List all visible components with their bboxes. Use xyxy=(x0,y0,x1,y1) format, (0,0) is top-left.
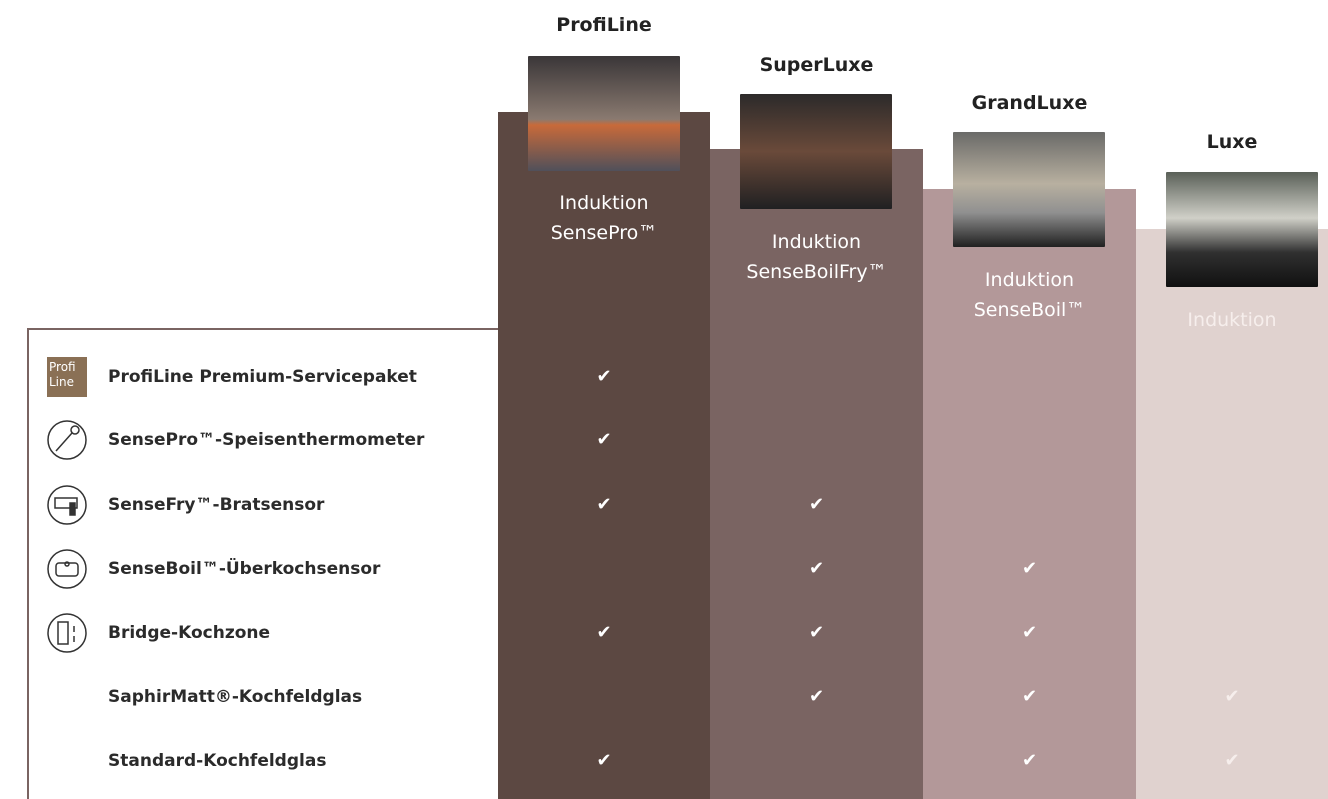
column-subtitle: Induktion xyxy=(559,192,649,214)
badge-text: Line xyxy=(49,375,75,389)
feature-box-top xyxy=(27,328,498,330)
check: ✔ xyxy=(1224,750,1240,771)
feature-label: SenseFry™-Bratsensor xyxy=(108,495,325,515)
check: ✔ xyxy=(1021,686,1038,707)
column-subtitle: SenseBoilFry™ xyxy=(746,261,887,283)
column xyxy=(710,149,923,799)
check: ✔ xyxy=(1021,558,1038,579)
column-subtitle: Induktion xyxy=(1187,309,1277,331)
check: ✔ xyxy=(1224,686,1240,707)
column-subtitle: SensePro™ xyxy=(550,222,658,244)
column-name: SuperLuxe xyxy=(759,54,874,76)
column-name: GrandLuxe xyxy=(971,92,1088,114)
product-image xyxy=(740,94,892,209)
column-name: Luxe xyxy=(1206,131,1258,153)
feature-label: SenseBoil™-Überkochsensor xyxy=(108,559,381,579)
column xyxy=(923,189,1136,799)
column-name: ProfiLine xyxy=(556,14,652,36)
feature-label: ProfiLine Premium-Servicepaket xyxy=(108,367,417,387)
check: ✔ xyxy=(808,494,825,515)
column-subtitle: SenseBoil™ xyxy=(973,299,1086,321)
check: ✔ xyxy=(596,622,612,643)
check: ✔ xyxy=(808,686,825,707)
badge xyxy=(47,357,87,397)
product-image xyxy=(528,56,680,171)
check: ✔ xyxy=(1021,622,1038,643)
badge-text: Profi xyxy=(49,360,76,374)
column-subtitle: Induktion xyxy=(984,269,1075,291)
feature-label: SaphirMatt®-Kochfeldglas xyxy=(108,687,363,707)
product-image xyxy=(953,132,1105,247)
check: ✔ xyxy=(1021,750,1038,771)
product-image xyxy=(1166,172,1318,287)
check: ✔ xyxy=(596,494,612,515)
column xyxy=(498,112,710,799)
icons xyxy=(47,420,87,653)
feature-label: Standard-Kochfeldglas xyxy=(108,751,327,771)
feature-label: SensePro™-Speisenthermometer xyxy=(108,430,425,450)
check: ✔ xyxy=(808,558,825,579)
feature-box-left xyxy=(27,328,29,799)
check: ✔ xyxy=(596,366,612,387)
column xyxy=(1136,229,1328,799)
check: ✔ xyxy=(808,622,825,643)
check: ✔ xyxy=(596,750,612,771)
feature-label: Bridge-Kochzone xyxy=(108,623,271,643)
column-subtitle: Induktion xyxy=(771,231,862,253)
check: ✔ xyxy=(596,429,612,450)
